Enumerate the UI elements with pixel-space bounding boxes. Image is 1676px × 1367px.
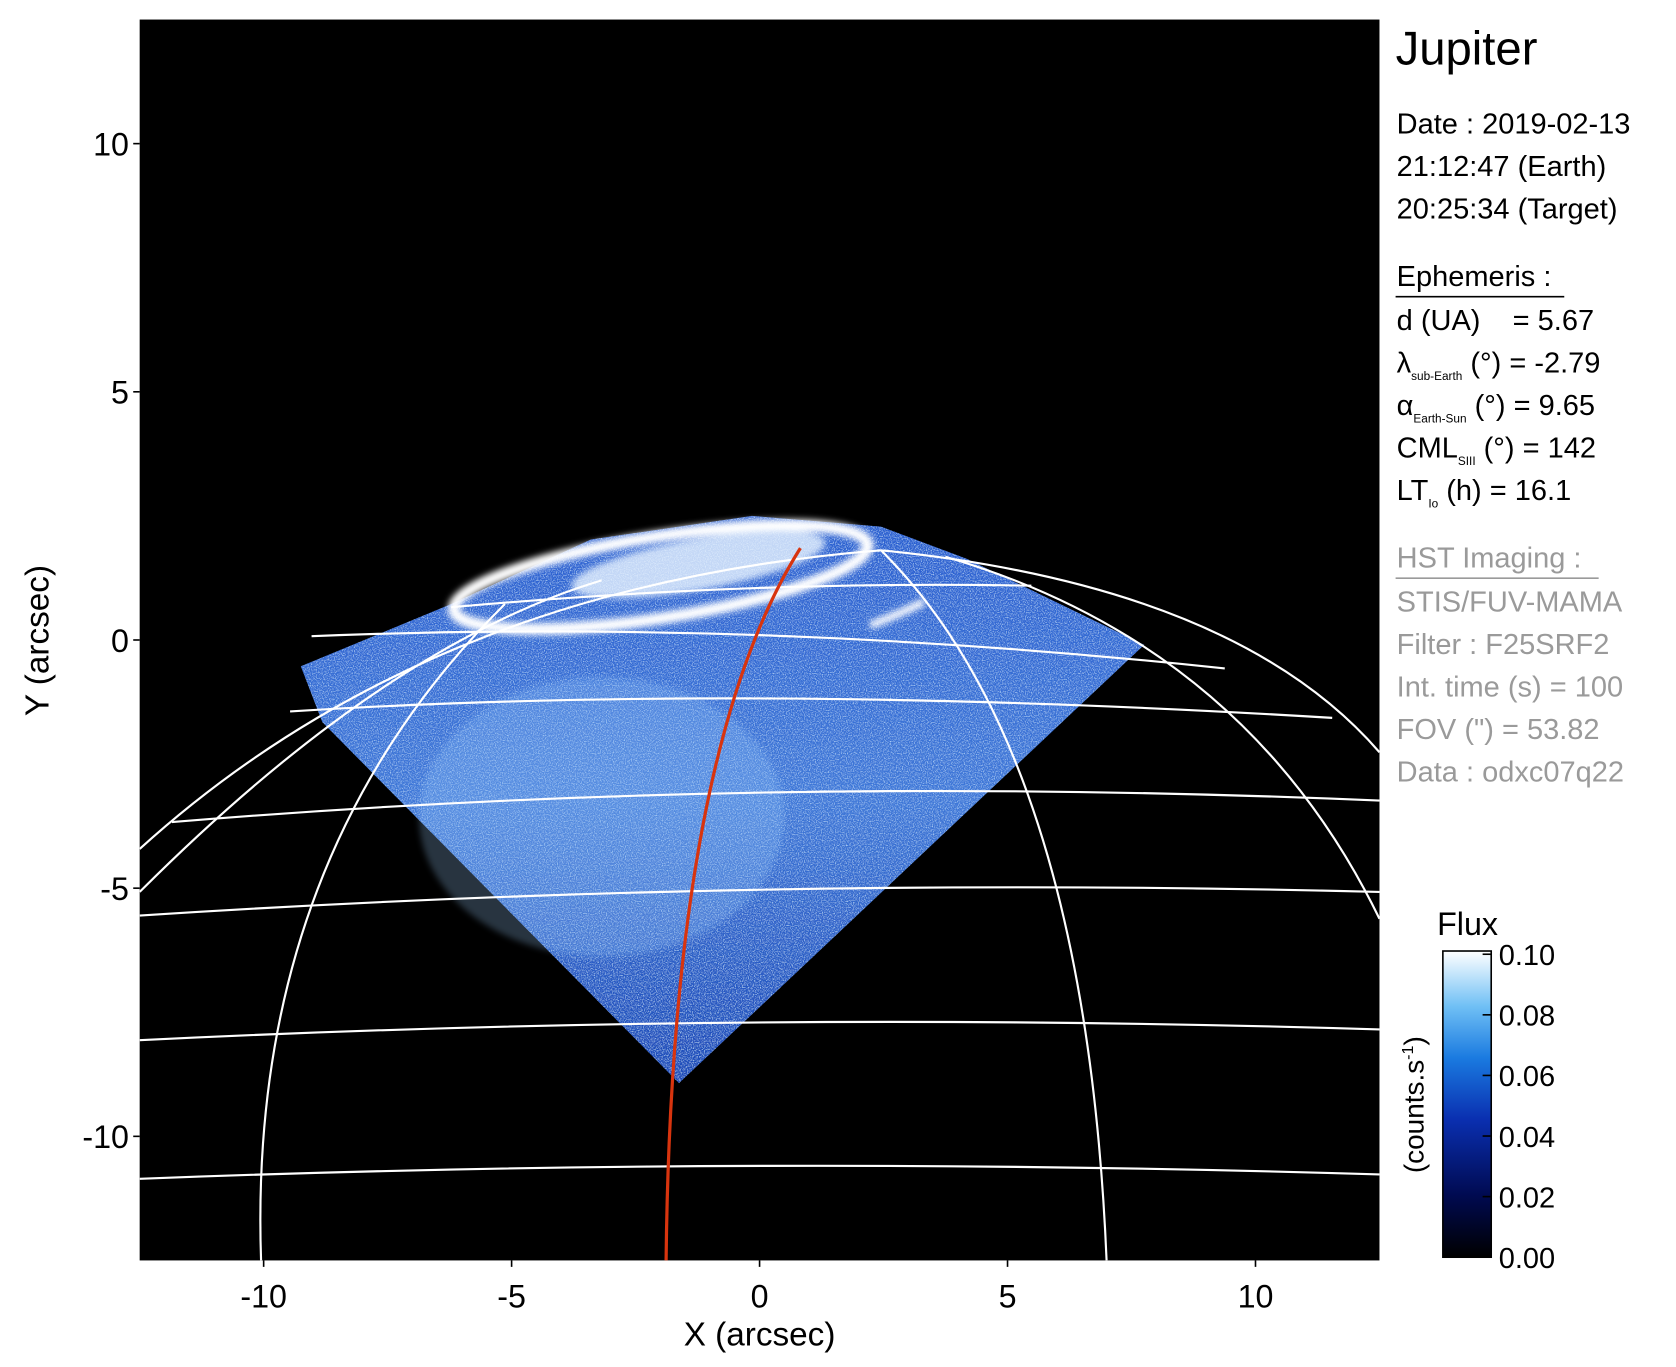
section-heading: HST Imaging : bbox=[1397, 542, 1582, 574]
info-line-part: (°) = -2.79 bbox=[1462, 347, 1600, 379]
y-tick-label: -10 bbox=[82, 1119, 129, 1155]
y-tick-label: 0 bbox=[111, 623, 129, 659]
colorbar-tick-label: 0.00 bbox=[1499, 1243, 1555, 1275]
info-line-part: FOV (") = 53.82 bbox=[1397, 714, 1600, 746]
date-line: 21:12:47 (Earth) bbox=[1397, 151, 1607, 183]
colorbar-label-part: -1 bbox=[1399, 1045, 1417, 1059]
y-axis-label: Y (arcsec) bbox=[19, 565, 56, 716]
planet-title: Jupiter bbox=[1396, 23, 1538, 76]
info-line: STIS/FUV-MAMA bbox=[1397, 587, 1623, 619]
plot-area bbox=[139, 19, 1380, 1261]
info-line: FOV (") = 53.82 bbox=[1397, 714, 1600, 746]
colorbar-title: Flux bbox=[1437, 906, 1498, 942]
lat-lon-grid bbox=[139, 549, 1380, 1261]
colorbar-label-part: ) bbox=[1399, 1036, 1430, 1045]
x-tick-label: 10 bbox=[1238, 1279, 1274, 1315]
colorbar bbox=[1442, 950, 1493, 1259]
date-line: 20:25:34 (Target) bbox=[1397, 193, 1618, 225]
info-line: αEarth-Sun (°) = 9.65 bbox=[1397, 390, 1595, 426]
colorbar-tick-label: 0.06 bbox=[1499, 1061, 1555, 1093]
x-tick-label: 0 bbox=[751, 1279, 769, 1315]
info-line-part: Int. time (s) = 100 bbox=[1397, 671, 1623, 703]
x-axis-label: X (arcsec) bbox=[684, 1316, 836, 1353]
info-line-part: (°) = 142 bbox=[1476, 432, 1596, 464]
section-heading: Ephemeris : bbox=[1397, 261, 1552, 293]
info-line-part: (°) = 9.65 bbox=[1467, 390, 1595, 422]
info-line-part: λ bbox=[1397, 347, 1412, 379]
date-line: Date : 2019-02-13 bbox=[1397, 108, 1631, 140]
info-line-part: d (UA) = 5.67 bbox=[1397, 305, 1594, 337]
reference-meridian bbox=[664, 547, 802, 1261]
info-line-part: α bbox=[1397, 390, 1414, 422]
info-line-part: LT bbox=[1397, 475, 1429, 507]
colorbar-tick-label: 0.08 bbox=[1499, 1001, 1555, 1033]
info-line-part: CML bbox=[1397, 432, 1458, 464]
y-tick-label: 10 bbox=[93, 126, 129, 162]
info-line: LTIo (h) = 16.1 bbox=[1397, 475, 1572, 511]
info-line-part: STIS/FUV-MAMA bbox=[1397, 587, 1623, 619]
info-line-part: sub-Earth bbox=[1411, 369, 1462, 383]
x-tick-label: -10 bbox=[240, 1279, 287, 1315]
info-line: Data : odxc07q22 bbox=[1397, 756, 1624, 788]
info-line-part: Io bbox=[1428, 496, 1438, 510]
y-tick-label: -5 bbox=[100, 871, 129, 907]
info-line-part: Filter : F25SRF2 bbox=[1397, 629, 1610, 661]
info-panel: Jupiter Date : 2019-02-13 21:12:47 (Earth… bbox=[1396, 23, 1631, 789]
colorbar-label: (counts.s-1) bbox=[1399, 1036, 1430, 1173]
info-line: λsub-Earth (°) = -2.79 bbox=[1397, 347, 1601, 383]
info-line: Filter : F25SRF2 bbox=[1397, 629, 1610, 661]
info-line: d (UA) = 5.67 bbox=[1397, 305, 1594, 337]
info-line-part: SIII bbox=[1458, 454, 1476, 468]
info-line: Int. time (s) = 100 bbox=[1397, 671, 1623, 703]
info-line-part: (h) = 16.1 bbox=[1438, 475, 1571, 507]
x-tick-label: 5 bbox=[999, 1279, 1017, 1315]
info-line: CMLSIII (°) = 142 bbox=[1397, 432, 1596, 468]
info-line-part: Earth-Sun bbox=[1413, 411, 1466, 425]
colorbar-tick-label: 0.10 bbox=[1499, 940, 1555, 972]
info-line-part: Data : odxc07q22 bbox=[1397, 756, 1624, 788]
colorbar-label-part: (counts.s bbox=[1399, 1060, 1430, 1173]
colorbar-tick-label: 0.02 bbox=[1499, 1182, 1555, 1214]
x-tick-label: -5 bbox=[497, 1279, 526, 1315]
aurora bbox=[447, 519, 926, 636]
y-tick-label: 5 bbox=[111, 375, 129, 411]
colorbar-tick-label: 0.04 bbox=[1499, 1122, 1555, 1154]
